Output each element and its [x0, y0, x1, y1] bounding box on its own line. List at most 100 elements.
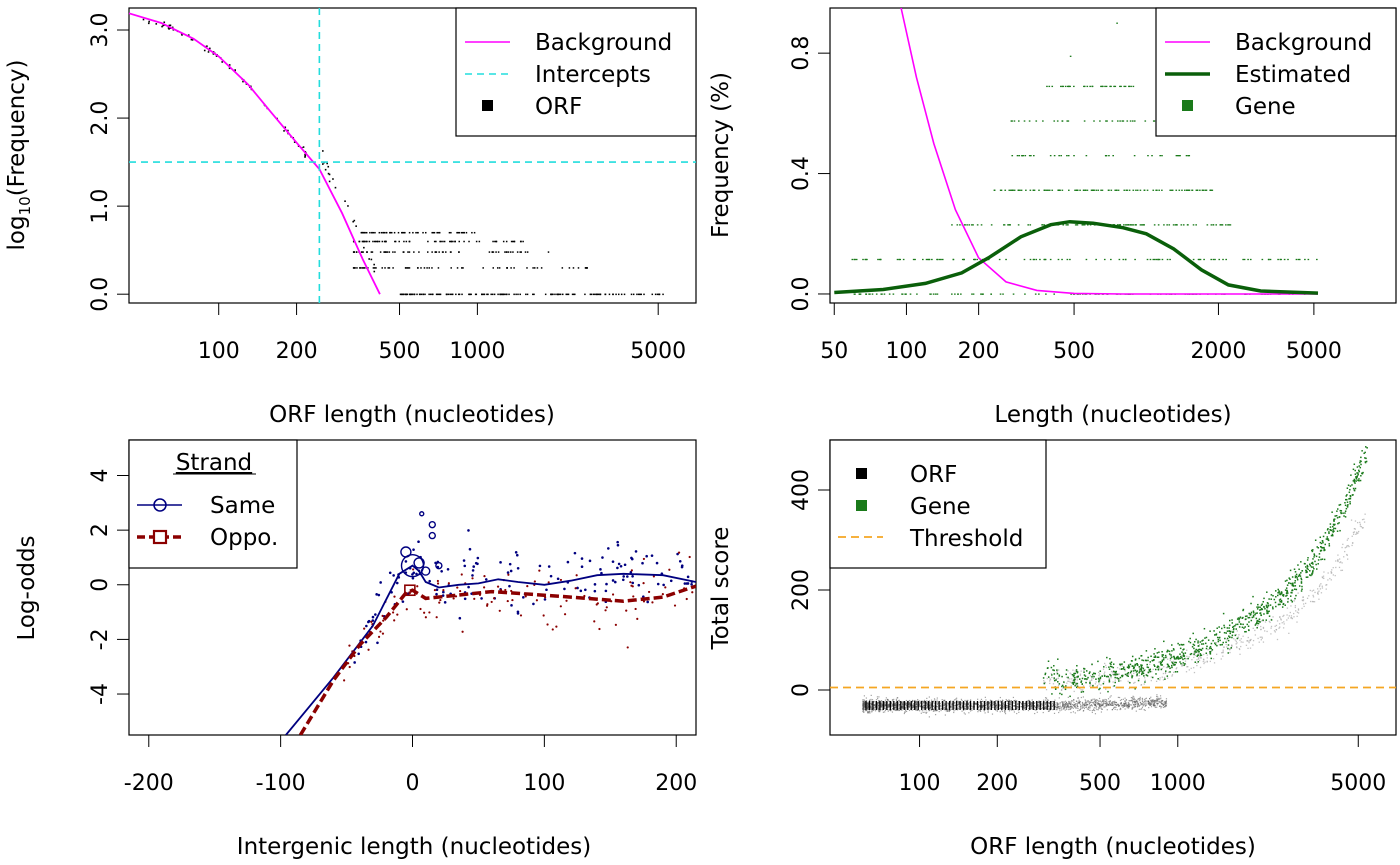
orf-point [1343, 556, 1345, 558]
orf-point [1139, 704, 1141, 706]
orf-point [904, 706, 906, 708]
orf-point [940, 707, 943, 710]
orf-point [1040, 705, 1042, 708]
orf-point [502, 240, 505, 243]
orf-point [909, 704, 911, 707]
orf-point [915, 703, 918, 705]
orf-point [986, 708, 988, 710]
orf-point [1215, 653, 1218, 655]
gene-point [1182, 662, 1185, 664]
gene-point [1219, 644, 1222, 646]
orf-point [960, 707, 962, 709]
gene-point [1161, 258, 1164, 261]
gene-point [1169, 671, 1171, 673]
gene-point [1066, 85, 1069, 88]
orf-point [1140, 702, 1142, 705]
same-point [357, 652, 360, 656]
gene-point [1192, 643, 1195, 646]
orf-point [1010, 708, 1012, 711]
orf-point [525, 293, 527, 296]
orf-point [1044, 702, 1046, 704]
orf-point [1072, 669, 1074, 671]
orf-point [1060, 689, 1063, 692]
gene-point [1323, 548, 1325, 550]
gene-point [1205, 647, 1208, 650]
orf-point [934, 710, 936, 712]
gene-point [1300, 582, 1303, 584]
same-point [401, 600, 405, 603]
gene-point [936, 258, 939, 261]
orf-point [1337, 554, 1339, 556]
orf-point [1274, 625, 1276, 627]
same-point [576, 586, 579, 590]
gene-point [1214, 643, 1217, 646]
orf-point [373, 267, 376, 269]
orf-point [1067, 706, 1069, 708]
orf-point [481, 293, 484, 296]
same-point [563, 587, 566, 591]
orf-point [1145, 704, 1147, 707]
orf-point [983, 710, 985, 712]
orf-point [992, 704, 994, 706]
orf-point [1046, 699, 1048, 701]
orf-point [949, 701, 952, 703]
orf-point [1249, 647, 1252, 649]
orf-point [1149, 703, 1152, 706]
orf-point [1131, 697, 1133, 699]
orf-point [878, 696, 880, 698]
orf-point [1071, 699, 1073, 702]
gene-point [1146, 675, 1149, 677]
orf-point [1171, 675, 1173, 677]
orf-point [1358, 530, 1360, 533]
orf-point [930, 702, 932, 704]
orf-point [869, 699, 871, 701]
orf-point [1191, 658, 1193, 661]
gene-point [1138, 666, 1141, 668]
gene-point [1019, 189, 1021, 191]
gene-point [1119, 120, 1121, 122]
gene-point [1318, 556, 1321, 558]
orf-point [1330, 571, 1332, 573]
oppo-point [574, 587, 577, 590]
gene-point [1192, 632, 1194, 635]
gene-point [1364, 451, 1366, 454]
orf-point [1222, 651, 1224, 654]
orf-point [1087, 701, 1089, 703]
orf-point [364, 231, 366, 234]
orf-point [1355, 533, 1357, 536]
orf-point [1153, 702, 1156, 705]
orf-point [1012, 696, 1015, 699]
orf-point [870, 704, 872, 706]
gene-point [1317, 547, 1320, 549]
gene-point [1023, 120, 1026, 122]
orf-point [1327, 579, 1329, 581]
orf-point [212, 53, 215, 55]
gene-point [998, 258, 1001, 261]
orf-point [1108, 677, 1110, 679]
orf-point [1036, 711, 1038, 713]
orf-point [1097, 703, 1099, 706]
orf-point [925, 709, 927, 711]
gene-point [1091, 663, 1093, 666]
orf-point [302, 146, 305, 148]
orf-point [1107, 704, 1110, 706]
orf-point [494, 240, 496, 243]
orf-point [1117, 705, 1120, 707]
orf-point [870, 707, 873, 709]
orf-point [402, 231, 404, 234]
orf-point [986, 701, 988, 704]
orf-point [1103, 662, 1106, 665]
orf-point [1330, 579, 1332, 581]
gene-point [1287, 258, 1289, 261]
gene-point [1133, 120, 1136, 122]
orf-point [1257, 637, 1259, 640]
orf-point [1094, 703, 1097, 705]
orf-point [1002, 705, 1004, 707]
orf-point [1235, 640, 1237, 642]
orf-point [1126, 707, 1128, 709]
oppo-point [538, 569, 541, 572]
gene-point [1320, 546, 1323, 549]
gene-point [1147, 656, 1149, 659]
orf-point [870, 703, 873, 705]
orf-point [501, 293, 503, 296]
